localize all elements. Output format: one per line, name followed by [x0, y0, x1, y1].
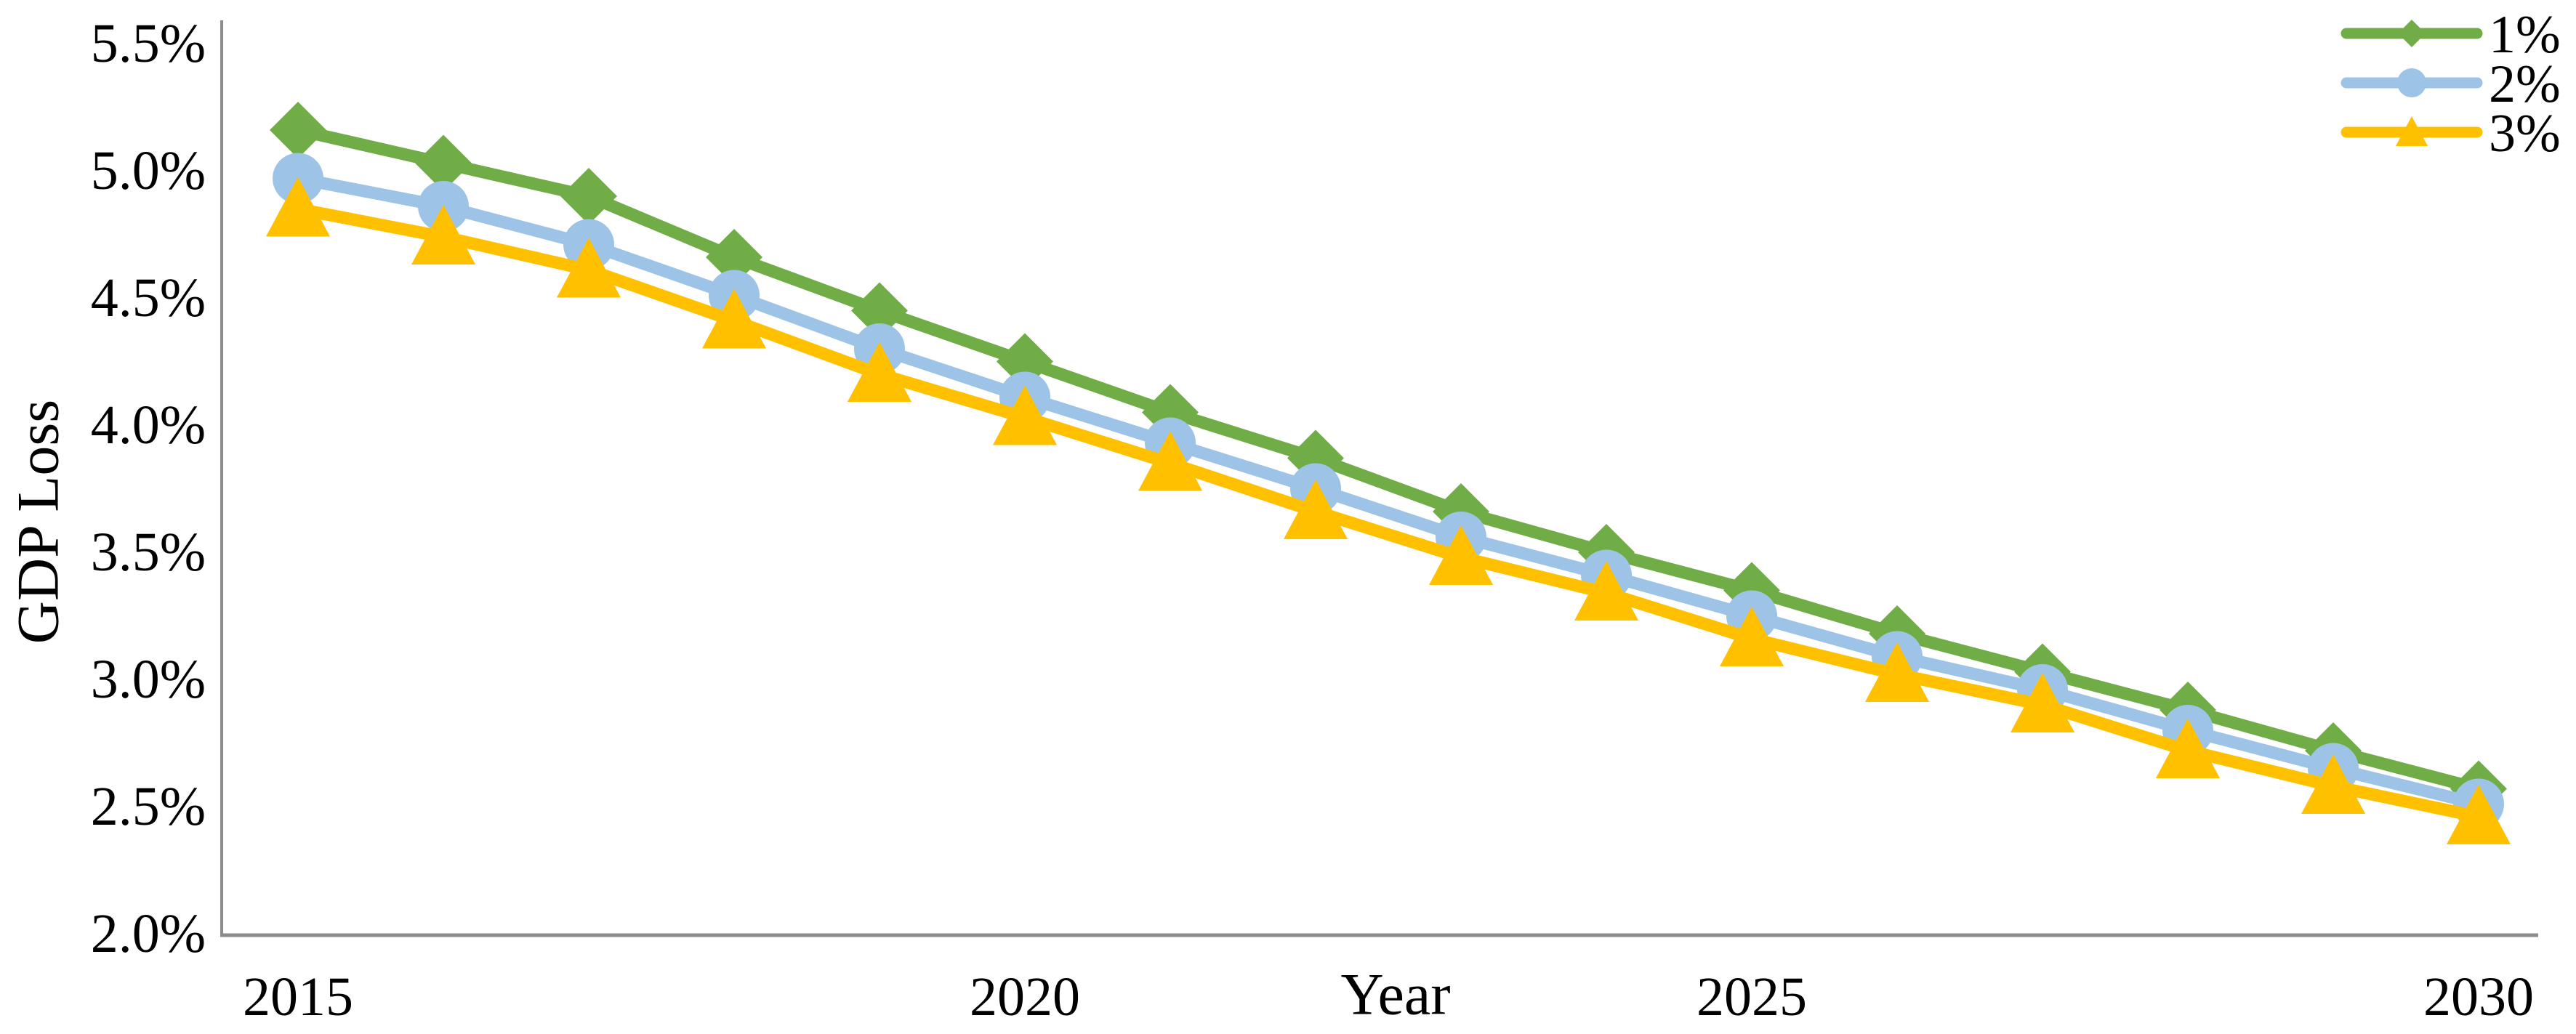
series-1%-marker: [851, 282, 908, 339]
series-3%-marker: [1283, 479, 1348, 539]
series-3%-marker: [2446, 784, 2511, 844]
y-tick-label: 2.5%: [91, 776, 206, 837]
series-3%-marker: [1864, 642, 1930, 702]
series-3%-marker: [1428, 525, 1494, 585]
legend-marker-circle-icon: [2397, 68, 2426, 97]
series-3%-marker: [2155, 718, 2221, 778]
y-tick-label: 5.5%: [91, 13, 206, 74]
series-3%-marker: [701, 288, 767, 349]
legend-marker-triangle-icon: [2395, 116, 2428, 146]
series-3%-marker: [2301, 754, 2366, 814]
y-axis-tick-labels: 5.5% 5.0% 4.5% 4.0% 3.5% 3.0% 2.5% 2.0%: [91, 13, 206, 964]
series-1%-marker: [270, 102, 326, 158]
series-1%-marker: [560, 168, 617, 225]
series-3%-marker: [265, 177, 331, 237]
x-tick-label: 2015: [243, 966, 353, 1027]
legend-label-3%: 3%: [2489, 104, 2561, 163]
legend-item-3%: 3%: [2340, 104, 2561, 163]
series-3%-line: [291, 203, 2485, 823]
series-3%-marker: [411, 204, 476, 264]
y-tick-label: 3.5%: [91, 522, 206, 583]
series-3%-marker: [1574, 560, 1639, 621]
legend-marker-diamond-icon: [2398, 20, 2426, 47]
y-tick-label: 3.0%: [91, 649, 206, 710]
series-1%-marker: [997, 333, 1053, 390]
legend-item-2%: 2%: [2340, 54, 2561, 114]
y-axis-title: GDP Loss: [5, 400, 71, 644]
y-tick-label: 4.0%: [91, 395, 206, 456]
x-tick-label: 2025: [1696, 966, 1807, 1027]
legend: 1%2%3%: [2340, 5, 2561, 163]
series-3%-marker: [992, 385, 1058, 445]
legend-label-1%: 1%: [2489, 5, 2561, 65]
x-tick-label: 2020: [970, 966, 1080, 1027]
series-1%-line: [291, 124, 2485, 795]
legend-label-2%: 2%: [2489, 54, 2561, 114]
legend-item-1%: 1%: [2340, 5, 2561, 65]
x-tick-label: 2030: [2423, 966, 2534, 1027]
x-axis-title: Year: [1340, 961, 1450, 1027]
series-1%-marker: [706, 229, 762, 286]
y-tick-label: 4.5%: [91, 267, 206, 328]
series-3%-marker: [2010, 672, 2075, 732]
y-tick-label: 2.0%: [91, 903, 206, 964]
y-tick-label: 5.0%: [91, 140, 206, 201]
series-3%-marker: [556, 238, 621, 298]
series-plot-area: [265, 102, 2511, 844]
x-axis-tick-labels: 2015 2020 2025 2030: [243, 966, 2534, 1027]
series-2%-line: [291, 172, 2485, 810]
series-3%-marker: [847, 342, 912, 402]
series-3%-marker: [1719, 606, 1784, 666]
series-3%-marker: [1138, 431, 1203, 491]
series-1%-marker: [415, 134, 472, 192]
